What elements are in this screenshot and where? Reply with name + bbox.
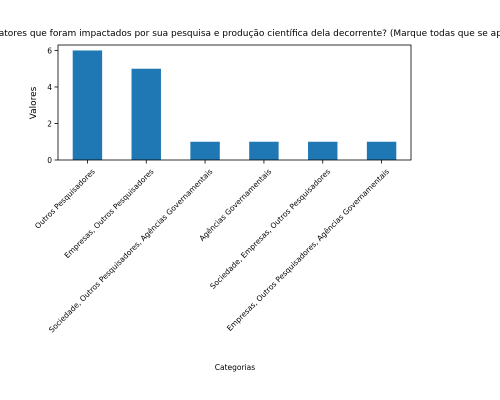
bars-group	[73, 50, 397, 160]
bar	[308, 142, 337, 160]
axes-frame	[58, 45, 411, 160]
y-tick-label: 6	[47, 46, 52, 55]
y-tick-label: 2	[47, 119, 52, 128]
chart-title: Quais atores que foram impactados por su…	[0, 29, 500, 39]
x-tick-label: Outros Pesquisadores	[33, 167, 97, 231]
x-axis-label: Categorias	[215, 363, 256, 372]
y-axis: 0 2 4 6	[47, 46, 58, 165]
y-axis-label: Valores	[29, 86, 39, 119]
bar	[249, 142, 278, 160]
x-tick-label: Sociedade, Empresas, Outros Pesquisadore…	[208, 167, 332, 291]
y-tick-label: 4	[47, 83, 52, 92]
bar	[132, 69, 161, 160]
bar	[190, 142, 219, 160]
y-tick-label: 0	[47, 156, 52, 165]
bar	[73, 50, 102, 160]
bar	[367, 142, 396, 160]
